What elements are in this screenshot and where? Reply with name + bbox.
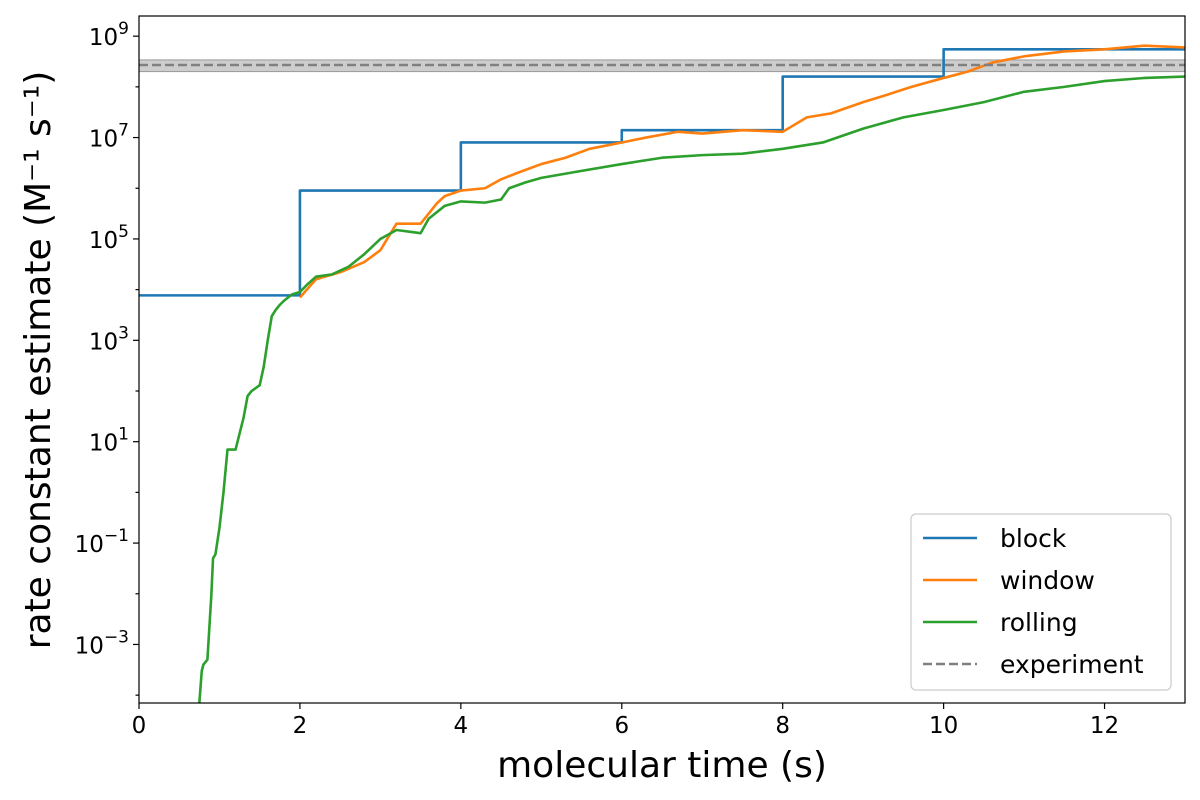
x-axis: 0 2 4 6 8 10 12 — [132, 703, 1119, 739]
x-tick-label: 6 — [614, 713, 629, 739]
series-line-block — [139, 48, 1185, 297]
x-tick-label: 2 — [293, 713, 308, 739]
x-tick-label: 4 — [454, 713, 469, 739]
legend: block window rolling experiment — [910, 513, 1172, 691]
legend-label-window: window — [1000, 566, 1095, 595]
x-tick-label: 0 — [132, 713, 147, 739]
y-tick-label: 10−3 — [75, 627, 129, 659]
y-axis-label: rate constant estimate (M⁻¹ s⁻¹) — [18, 71, 59, 650]
y-tick-label: 101 — [89, 425, 129, 457]
plot-content — [139, 44, 1185, 703]
y-tick-label: 109 — [89, 19, 129, 51]
legend-box — [910, 513, 1172, 691]
series-line-window — [298, 44, 1185, 299]
y-tick-label: 107 — [89, 121, 129, 153]
x-axis-label: molecular time (s) — [497, 745, 827, 786]
legend-label-rolling: rolling — [1000, 608, 1078, 637]
y-tick-label: 105 — [89, 222, 129, 254]
y-tick-label: 10−1 — [75, 526, 129, 558]
legend-label-experiment: experiment — [1000, 650, 1144, 679]
plot-frame — [138, 15, 1186, 704]
x-tick-label: 12 — [1090, 713, 1119, 739]
y-axis: 109 107 105 103 101 10−1 10−3 — [75, 19, 139, 696]
series-line-rolling — [198, 75, 1185, 703]
x-tick-label: 8 — [775, 713, 790, 739]
y-tick-label: 103 — [89, 323, 129, 355]
x-tick-label: 10 — [929, 713, 958, 739]
legend-label-block: block — [1000, 524, 1067, 553]
